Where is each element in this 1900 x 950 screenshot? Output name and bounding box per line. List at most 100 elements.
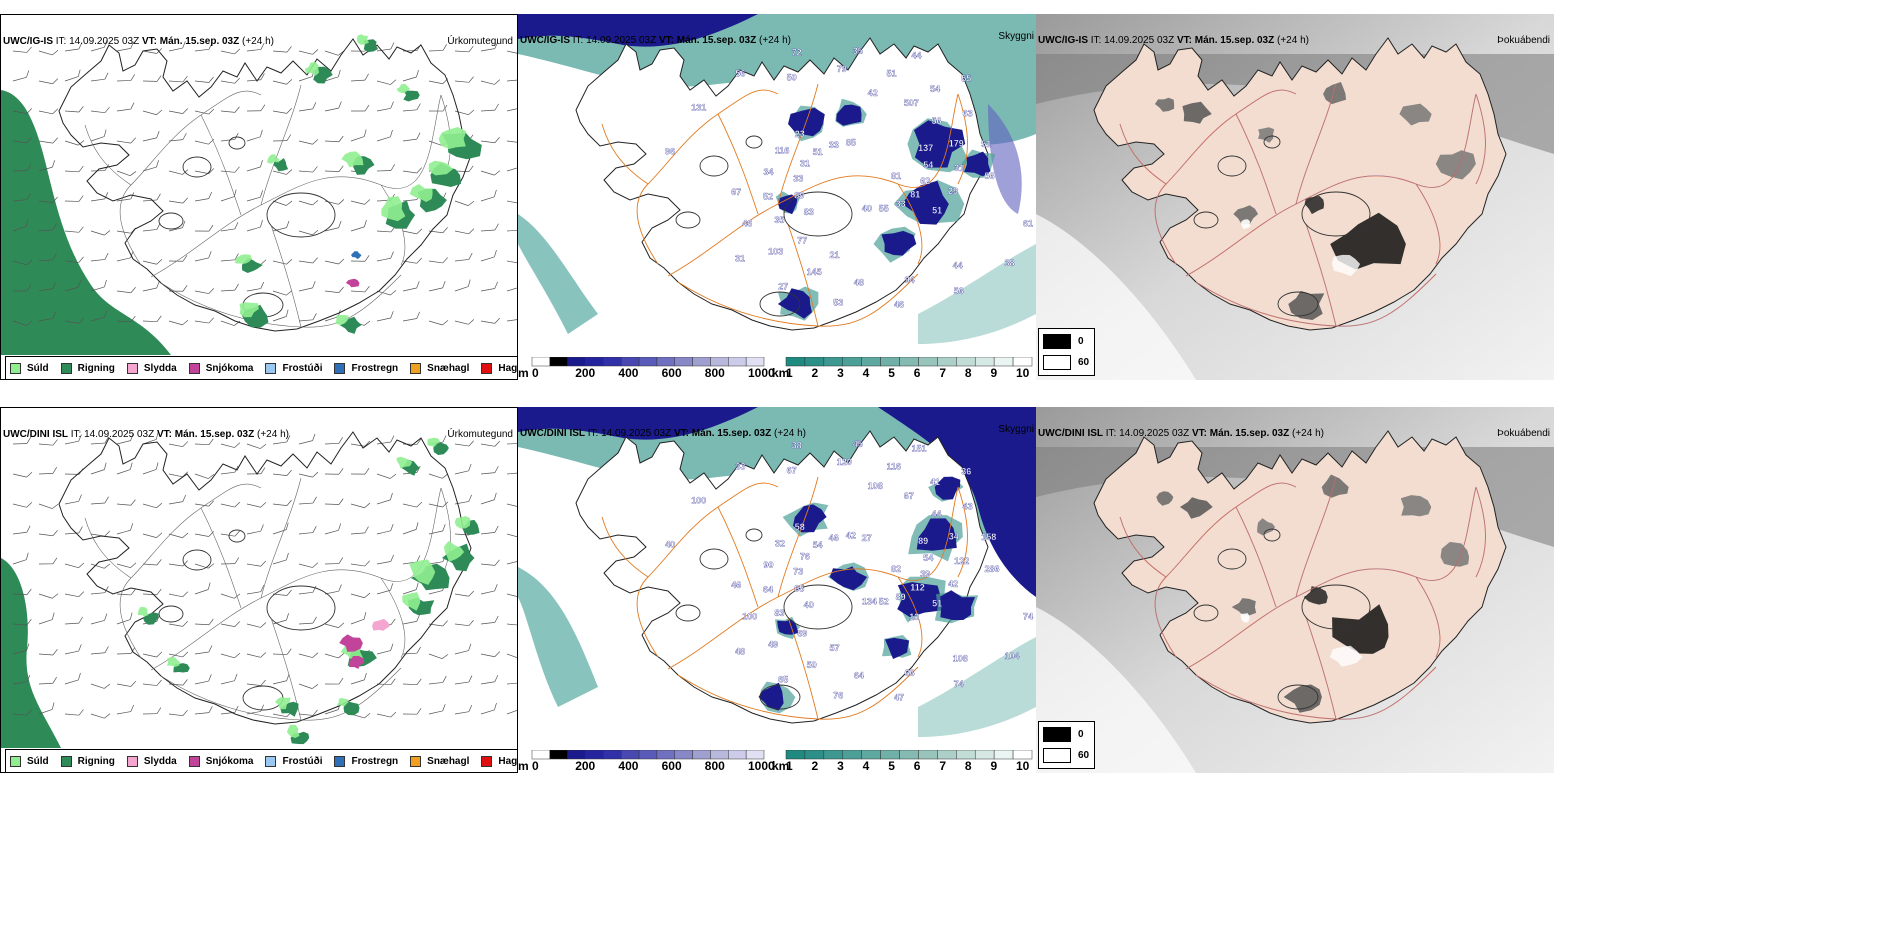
cloud-base-label: 46 bbox=[829, 533, 839, 543]
cloud-base-label: 85 bbox=[846, 138, 856, 148]
cloud-base-label: 57 bbox=[830, 643, 840, 653]
cloud-base-label: 48 bbox=[854, 277, 864, 287]
cloud-base-label: 67 bbox=[787, 466, 797, 476]
legend-label: Slydda bbox=[143, 755, 177, 767]
panel-corner-label: Þokuábendi bbox=[1497, 428, 1550, 439]
cloud-base-label: 76 bbox=[833, 691, 843, 701]
cloud-base-label: 13 bbox=[909, 612, 919, 622]
cloud-base-label: 40 bbox=[804, 600, 814, 610]
cloud-base-label: 81 bbox=[891, 171, 901, 181]
panel-corner-label: Þokuábendi bbox=[1497, 35, 1550, 46]
panel-title: UWC/DINI ISL IT: 14.09.2025 03Z VT: Mán.… bbox=[1038, 428, 1324, 439]
panel-corner-label: Skyggni bbox=[998, 424, 1034, 435]
cloud-base-label: 52 bbox=[763, 191, 773, 201]
cloud-base-label: 31 bbox=[954, 163, 964, 173]
vis-scale-tick: 10 bbox=[1016, 759, 1030, 773]
cloud-base-label: 35 bbox=[774, 215, 784, 225]
cloud-base-label: 54 bbox=[923, 160, 933, 170]
cloud-base-label: 21 bbox=[830, 250, 840, 260]
cloud-base-label: 35 bbox=[853, 46, 863, 56]
vis-scale-tick: 2 bbox=[811, 366, 819, 380]
vis-scale-tick: 7 bbox=[939, 759, 947, 773]
height-scale-tick: 400 bbox=[618, 759, 639, 773]
cloud-base-label: 51 bbox=[887, 68, 897, 78]
cloud-base-label: 34 bbox=[949, 532, 959, 542]
legend-item: Haglél bbox=[481, 755, 517, 767]
cloud-base-label: 62 bbox=[920, 176, 930, 186]
panel-title: UWC/DINI ISL IT: 14.09.2025 03Z VT: Mán.… bbox=[3, 429, 289, 440]
vis-scale-tick: 1 bbox=[786, 759, 793, 773]
cloud-base-label: 72 bbox=[792, 47, 802, 57]
panel-ig-fog: UWC/IG-IS IT: 14.09.2025 03Z VT: Mán. 15… bbox=[1036, 14, 1554, 380]
cloud-base-label: 77 bbox=[797, 236, 807, 246]
fog-legend-label: 60 bbox=[1078, 749, 1090, 761]
height-scale-unit: m bbox=[518, 366, 529, 380]
panel-dini-fog: UWC/DINI ISL IT: 14.09.2025 03Z VT: Mán.… bbox=[1036, 407, 1554, 773]
panel-corner-label: Úrkomutegund bbox=[447, 36, 513, 47]
fog-legend-row: 60 bbox=[1043, 353, 1090, 371]
cloud-base-label: 179 bbox=[949, 139, 964, 149]
cloud-base-label: 69 bbox=[797, 629, 807, 639]
legend-swatch bbox=[10, 362, 21, 374]
height-colorbar bbox=[531, 750, 765, 760]
vis-scale-tick: 6 bbox=[913, 759, 921, 773]
vis-scale-tick: 3 bbox=[837, 366, 844, 380]
cloud-base-label: 76 bbox=[800, 552, 810, 562]
vis-scale-tick: 10 bbox=[1016, 366, 1030, 380]
cloud-base-label: 40 bbox=[665, 540, 675, 550]
cloud-base-label: 89 bbox=[794, 191, 804, 201]
height-scale-tick: 1000 bbox=[748, 759, 775, 773]
vis-scale-tick: 3 bbox=[837, 759, 844, 773]
fog-legend-swatch bbox=[1043, 333, 1071, 349]
cloud-base-label: 64 bbox=[854, 670, 864, 680]
vis-colorbar bbox=[785, 357, 1033, 367]
cloud-base-label: 33 bbox=[793, 174, 803, 184]
cloud-base-label: 51 bbox=[981, 139, 991, 149]
legend-swatch bbox=[188, 362, 200, 374]
cloud-base-label: 38 bbox=[1005, 258, 1015, 268]
cloud-base-label: 134 bbox=[862, 597, 877, 607]
cloud-base-label: 151 bbox=[912, 444, 927, 454]
cloud-base-label: 64 bbox=[763, 584, 773, 594]
cloud-base-label: 56 bbox=[735, 68, 745, 78]
height-scale-tick: 1000 bbox=[748, 366, 775, 380]
cloud-base-label: 50 bbox=[807, 660, 817, 670]
legend-swatch bbox=[126, 362, 138, 374]
precip-legend: Súld Rigning Slydda Snjókoma Frostúði Frostre… bbox=[5, 356, 517, 379]
cloud-base-label: 54 bbox=[923, 553, 933, 563]
height-scale-unit: m bbox=[518, 759, 529, 773]
height-scale-tick: 400 bbox=[618, 366, 639, 380]
legend-item: Frostúði bbox=[265, 362, 322, 374]
legend-swatch bbox=[60, 755, 72, 767]
legend-label: Frostregn bbox=[351, 362, 399, 374]
legend-item: Frostregn bbox=[334, 362, 399, 374]
cloud-base-label: 73 bbox=[793, 567, 803, 577]
legend-item: Slydda bbox=[126, 362, 177, 374]
cloud-base-label: 54 bbox=[813, 540, 823, 550]
vis-scale-tick: 1 bbox=[786, 366, 793, 380]
cloud-base-label: 40 bbox=[862, 204, 872, 214]
cloud-base-label: 58 bbox=[795, 522, 805, 532]
cloud-base-label: 42 bbox=[868, 88, 878, 98]
cloud-base-label: 33 bbox=[829, 140, 839, 150]
cloud-base-label: 51 bbox=[932, 206, 942, 216]
legend-swatch bbox=[10, 755, 21, 767]
visibility-map: 82 40 108 108 40 89 57 67 74 65 67 66 100 54 69 120 104 7… bbox=[518, 407, 1036, 747]
cloud-base-label: 50 bbox=[787, 73, 797, 83]
vis-scale-tick: 6 bbox=[913, 366, 921, 380]
height-scale-tick: 600 bbox=[661, 759, 682, 773]
precip-map bbox=[1, 34, 517, 355]
cloud-base-label: 55 bbox=[961, 73, 971, 83]
legend-swatch bbox=[60, 362, 72, 374]
fog-legend: 0 60 bbox=[1038, 328, 1095, 376]
panel-title: UWC/IG-IS IT: 14.09.2025 03Z VT: Mán. 15… bbox=[3, 36, 274, 47]
panel-corner-label: Skyggni bbox=[998, 31, 1034, 42]
legend-label: Súld bbox=[27, 755, 49, 767]
visibility-map: 81 83 42 44 96 137 21 50 61 89 507 94 131 54 77 79 38 33 5… bbox=[518, 14, 1036, 354]
vis-scale-unit: km bbox=[772, 759, 790, 773]
panel-dini-visibility: UWC/DINI ISL IT: 14.09.2025 03Z VT: Mán.… bbox=[518, 407, 1036, 773]
cloud-base-label: 79 bbox=[837, 64, 847, 74]
cloud-base-label: 65 bbox=[778, 675, 788, 685]
cloud-base-label: 44 bbox=[932, 509, 942, 519]
cloud-base-label: 116 bbox=[887, 461, 902, 471]
